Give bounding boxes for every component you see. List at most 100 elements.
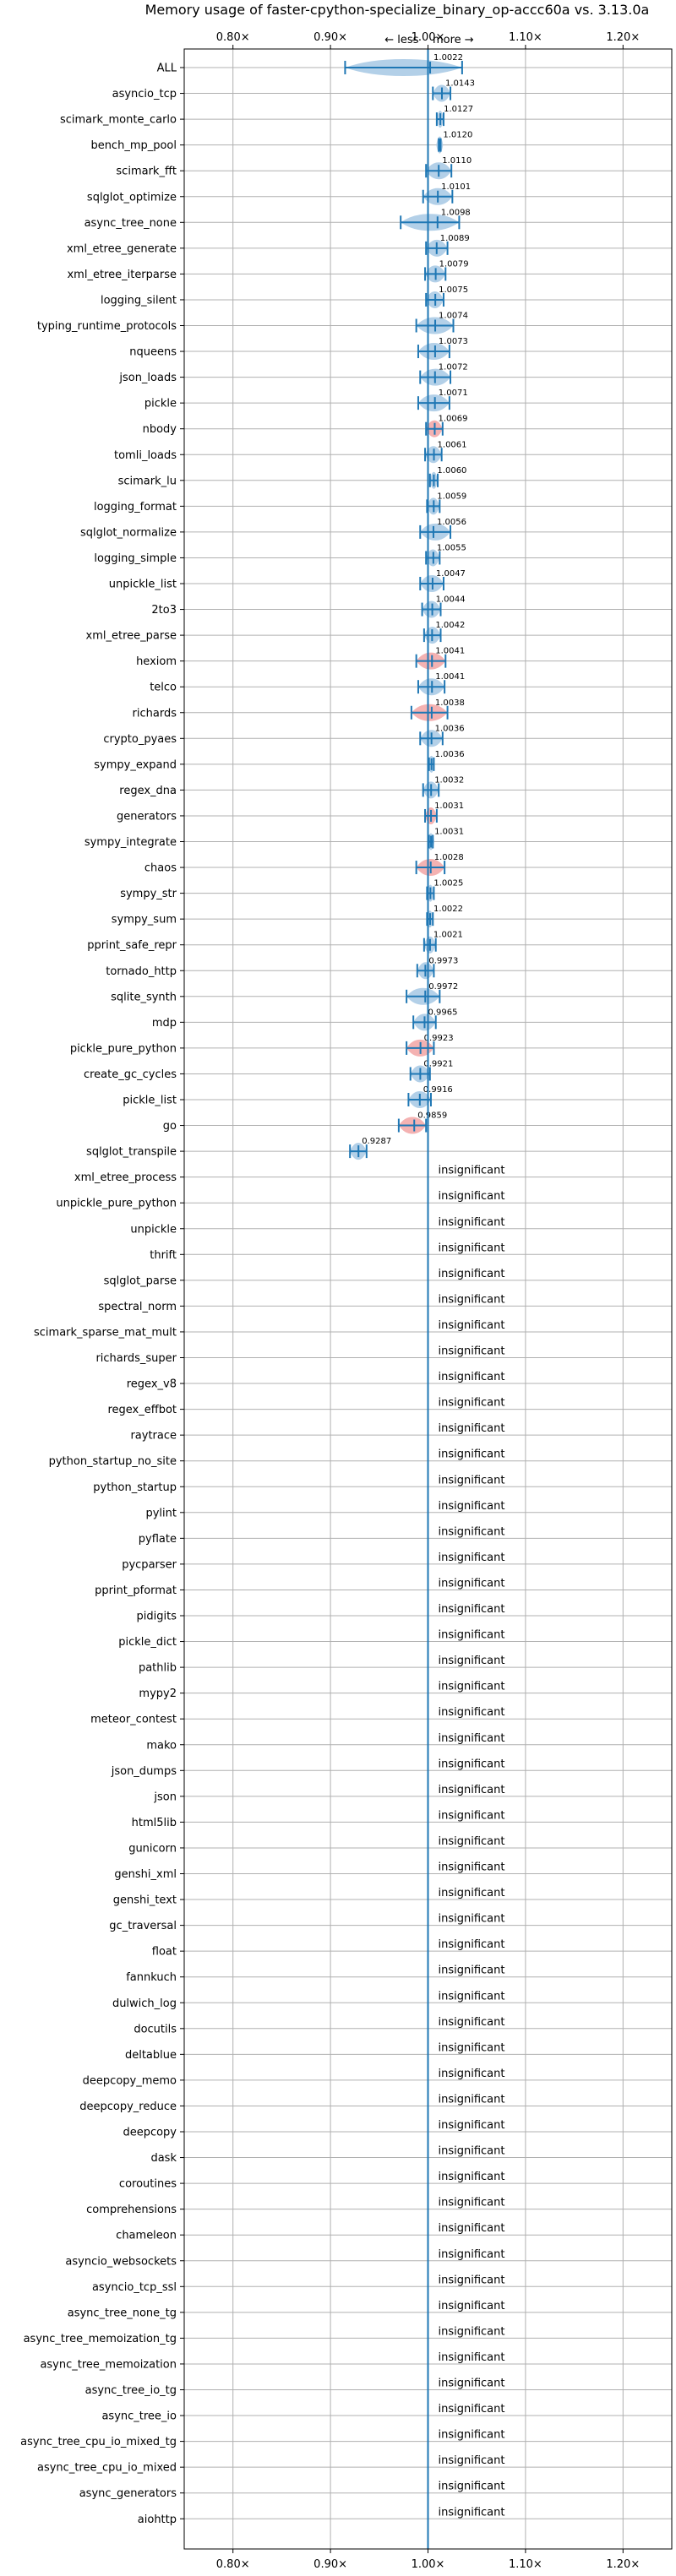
benchmark-label: sqlglot_normalize xyxy=(80,526,177,539)
benchmark-label: pylint xyxy=(145,1507,177,1519)
value-label: 1.0038 xyxy=(435,698,465,708)
benchmark-label: go xyxy=(163,1120,177,1133)
benchmark-label: pathlib xyxy=(139,1662,177,1675)
insignificant-label: insignificant xyxy=(439,2068,505,2080)
insignificant-label: insignificant xyxy=(439,1732,505,1745)
benchmark-label: logging_silent xyxy=(101,294,177,307)
benchmark-label: pycparser xyxy=(122,1558,177,1571)
insignificant-label: insignificant xyxy=(439,1397,505,1410)
insignificant-label: insignificant xyxy=(439,2016,505,2029)
benchmark-label: pickle_list xyxy=(123,1095,177,1107)
insignificant-label: insignificant xyxy=(439,1319,505,1332)
benchmark-label: xml_etree_generate xyxy=(67,242,177,255)
value-label: 1.0073 xyxy=(439,337,468,346)
benchmark-label: scimark_monte_carlo xyxy=(60,114,177,127)
insignificant-label: insignificant xyxy=(439,2093,505,2106)
insignificant-label: insignificant xyxy=(439,2429,505,2442)
value-label: 1.0041 xyxy=(435,672,465,682)
insignificant-label: insignificant xyxy=(439,2248,505,2261)
benchmark-label: sympy_expand xyxy=(94,758,177,771)
value-label: 1.0101 xyxy=(441,182,471,192)
insignificant-label: insignificant xyxy=(439,1422,505,1435)
benchmark-label: async_tree_memoization_tg xyxy=(24,2333,177,2345)
benchmark-label: gc_traversal xyxy=(109,1920,177,1932)
value-label: 1.0120 xyxy=(443,131,472,140)
insignificant-label: insignificant xyxy=(439,1965,505,1977)
value-label: 1.0059 xyxy=(437,492,466,501)
value-label: 1.0031 xyxy=(434,802,464,811)
insignificant-label: insignificant xyxy=(439,1938,505,1951)
benchmark-label: nqueens xyxy=(129,346,177,359)
insignificant-label: insignificant xyxy=(439,2506,505,2519)
benchmark-label: sympy_sum xyxy=(112,914,177,927)
benchmark-label: richards xyxy=(133,707,177,720)
benchmark-label: dask xyxy=(150,2152,177,2165)
benchmark-label: create_gc_cycles xyxy=(84,1068,177,1081)
benchmark-label: scimark_lu xyxy=(118,475,177,487)
benchmark-label: scimark_fft xyxy=(116,166,177,178)
benchmark-label: async_generators xyxy=(79,2487,177,2500)
insignificant-label: insignificant xyxy=(439,1448,505,1461)
benchmark-label: mako xyxy=(146,1739,177,1752)
insignificant-label: insignificant xyxy=(439,1706,505,1719)
value-label: 1.0098 xyxy=(441,208,471,217)
insignificant-label: insignificant xyxy=(439,1242,505,1254)
value-label: 1.0044 xyxy=(436,595,466,605)
benchmark-label: sqlite_synth xyxy=(111,991,177,1003)
benchmark-label: logging_format xyxy=(94,501,177,514)
benchmark-label: regex_effbot xyxy=(107,1404,177,1416)
value-label: 1.0025 xyxy=(433,879,463,889)
value-label: 1.0028 xyxy=(434,853,464,862)
value-label: 1.0047 xyxy=(436,569,466,579)
benchmark-label: unpickle_list xyxy=(109,579,177,591)
benchmark-label: json xyxy=(153,1791,177,1803)
insignificant-label: insignificant xyxy=(439,1887,505,1899)
insignificant-label: insignificant xyxy=(439,1577,505,1590)
benchmark-label: regex_dna xyxy=(119,785,177,797)
benchmark-label: async_tree_io xyxy=(101,2410,177,2423)
insignificant-label: insignificant xyxy=(439,2325,505,2338)
value-label: 1.0021 xyxy=(433,931,463,940)
insignificant-label: insignificant xyxy=(439,1345,505,1358)
benchmark-label: 2to3 xyxy=(151,604,177,617)
value-label: 1.0069 xyxy=(438,415,467,424)
benchmark-label: pickle xyxy=(144,398,177,410)
benchmark-label: docutils xyxy=(134,2023,177,2035)
benchmark-label: crypto_pyaes xyxy=(103,733,177,746)
benchmark-label: chaos xyxy=(144,862,177,875)
value-label: 1.0110 xyxy=(442,156,472,166)
benchmark-label: raytrace xyxy=(130,1430,177,1443)
benchmark-label: generators xyxy=(117,810,177,823)
insignificant-label: insignificant xyxy=(439,2274,505,2286)
benchmark-label: coroutines xyxy=(119,2178,177,2191)
insignificant-label: insignificant xyxy=(439,2197,505,2209)
value-label: 1.0061 xyxy=(438,440,467,449)
insignificant-label: insignificant xyxy=(439,1190,505,1203)
value-label: 0.9965 xyxy=(428,1008,457,1017)
benchmark-label: pickle_pure_python xyxy=(70,1042,177,1055)
insignificant-label: insignificant xyxy=(439,2351,505,2364)
benchmark-label: mypy2 xyxy=(139,1687,177,1700)
benchmark-label: logging_simple xyxy=(94,552,177,565)
benchmark-label: float xyxy=(152,1946,177,1959)
benchmark-label: sqlglot_parse xyxy=(104,1274,177,1287)
value-label: 1.0042 xyxy=(435,621,465,630)
benchmark-label: scimark_sparse_mat_mult xyxy=(34,1326,177,1339)
x-tick-label-bottom: 1.10× xyxy=(509,2558,542,2571)
insignificant-label: insignificant xyxy=(439,2171,505,2183)
value-label: 0.9972 xyxy=(428,982,458,992)
value-label: 1.0072 xyxy=(439,363,468,372)
value-label: 1.0032 xyxy=(434,775,464,785)
benchmark-label: pyflate xyxy=(139,1533,177,1546)
benchmark-label: xml_etree_iterparse xyxy=(67,269,177,281)
insignificant-label: insignificant xyxy=(439,1809,505,1822)
benchmark-label: async_tree_none_tg xyxy=(68,2307,177,2319)
insignificant-label: insignificant xyxy=(439,2041,505,2054)
value-label: 1.0079 xyxy=(439,259,469,269)
marks-layer: 1.0022 1.0143 1.0127 1.0120 1.0110 1.0101 1.00… xyxy=(344,49,505,2549)
benchmark-label: bench_mp_pool xyxy=(90,139,177,152)
benchmark-label: typing_runtime_protocols xyxy=(37,320,177,333)
benchmark-label: richards_super xyxy=(95,1352,177,1365)
insignificant-label: insignificant xyxy=(439,1500,505,1513)
